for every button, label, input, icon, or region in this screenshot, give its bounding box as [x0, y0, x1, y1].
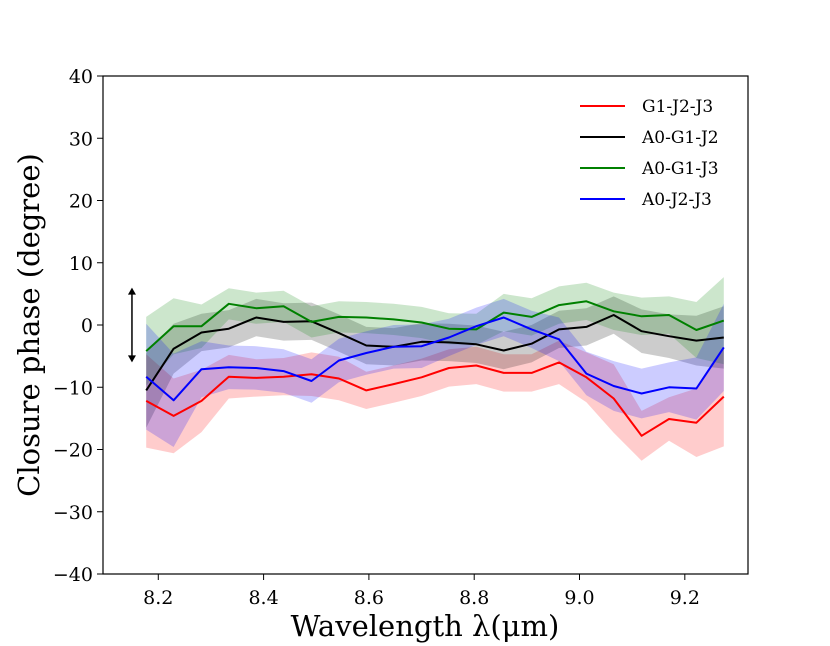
legend-label-a0-g1-j2: A0-G1-J2 [641, 128, 719, 148]
y-axis-label: Closure phase (degree) [12, 153, 46, 497]
line-a0-j2-j3 [145, 316, 725, 402]
band-a0-g1-j2 [146, 296, 724, 428]
x-tick-label: 9.2 [670, 587, 700, 609]
x-tick-label: 8.8 [459, 587, 489, 609]
error-bar-indicator [127, 287, 136, 363]
x-tick-label: 8.2 [143, 587, 173, 609]
y-tick-label: 20 [69, 191, 93, 213]
legend: G1-J2-J3 A0-G1-J2 A0-G1-J3 A0-J2-J3 [580, 97, 719, 210]
x-tick-label: 9.0 [564, 587, 594, 609]
arrow-down-icon [127, 355, 136, 363]
band-a0-g1-j3 [146, 277, 724, 386]
y-tick-label: −40 [53, 564, 93, 586]
y-tick-label: 40 [69, 66, 93, 88]
x-tick-label: 8.6 [354, 587, 384, 609]
band-a0-j2-j3 [146, 298, 724, 447]
y-axis: −40 −30 −20 −10 0 10 20 30 40 [53, 66, 103, 586]
x-tick-label: 8.4 [248, 587, 278, 609]
y-tick-label: −20 [53, 440, 93, 462]
y-tick-label: −10 [53, 377, 93, 399]
x-axis-label: Wavelength λ(μm) [291, 609, 560, 643]
error-bands [146, 277, 724, 461]
line-a0-g1-j3 [145, 300, 725, 352]
arrow-up-icon [127, 287, 136, 295]
x-axis: 8.2 8.4 8.6 8.8 9.0 9.2 [143, 574, 700, 609]
legend-label-g1-j2-j3: G1-J2-J3 [642, 97, 713, 117]
band-g1-j2-j3 [146, 340, 724, 461]
legend-label-a0-j2-j3: A0-J2-J3 [641, 190, 712, 210]
y-tick-label: −30 [53, 502, 93, 524]
series-lines [145, 300, 725, 437]
line-g1-j2-j3 [145, 361, 725, 437]
y-tick-label: 30 [69, 128, 93, 150]
y-tick-label: 0 [81, 315, 93, 337]
legend-label-a0-g1-j3: A0-G1-J3 [641, 159, 719, 179]
y-tick-label: 10 [69, 253, 93, 275]
